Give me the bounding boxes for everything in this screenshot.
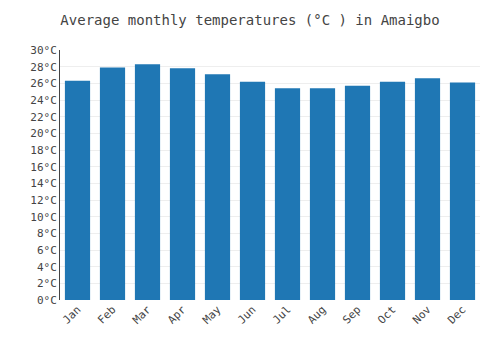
- svg-text:16°C: 16°C: [30, 161, 57, 174]
- svg-text:18°C: 18°C: [30, 144, 57, 157]
- svg-text:Nov: Nov: [410, 303, 434, 327]
- svg-text:Average monthly temperatures (: Average monthly temperatures (°C ) in Am…: [60, 12, 439, 28]
- svg-text:Aug: Aug: [305, 303, 328, 326]
- svg-text:Sep: Sep: [340, 303, 363, 326]
- svg-text:Mar: Mar: [130, 303, 154, 327]
- svg-text:22°C: 22°C: [30, 111, 57, 124]
- svg-text:26°C: 26°C: [30, 77, 57, 90]
- svg-text:24°C: 24°C: [30, 94, 57, 107]
- svg-text:0°C: 0°C: [37, 294, 57, 307]
- svg-text:Oct: Oct: [375, 303, 398, 326]
- svg-text:2°C: 2°C: [37, 277, 57, 290]
- svg-text:Jan: Jan: [60, 303, 83, 326]
- svg-text:Apr: Apr: [165, 303, 189, 327]
- svg-text:14°C: 14°C: [30, 177, 57, 190]
- svg-text:20°C: 20°C: [30, 127, 57, 140]
- svg-text:May: May: [200, 303, 224, 327]
- svg-text:6°C: 6°C: [37, 244, 57, 257]
- svg-text:10°C: 10°C: [30, 211, 57, 224]
- svg-text:8°C: 8°C: [37, 227, 57, 240]
- svg-text:4°C: 4°C: [37, 261, 57, 274]
- svg-text:Jun: Jun: [235, 303, 258, 326]
- svg-text:28°C: 28°C: [30, 61, 57, 74]
- svg-text:Jul: Jul: [270, 303, 293, 326]
- svg-text:30°C: 30°C: [30, 44, 57, 57]
- svg-text:12°C: 12°C: [30, 194, 57, 207]
- svg-text:Dec: Dec: [445, 303, 468, 326]
- svg-text:Feb: Feb: [95, 303, 118, 326]
